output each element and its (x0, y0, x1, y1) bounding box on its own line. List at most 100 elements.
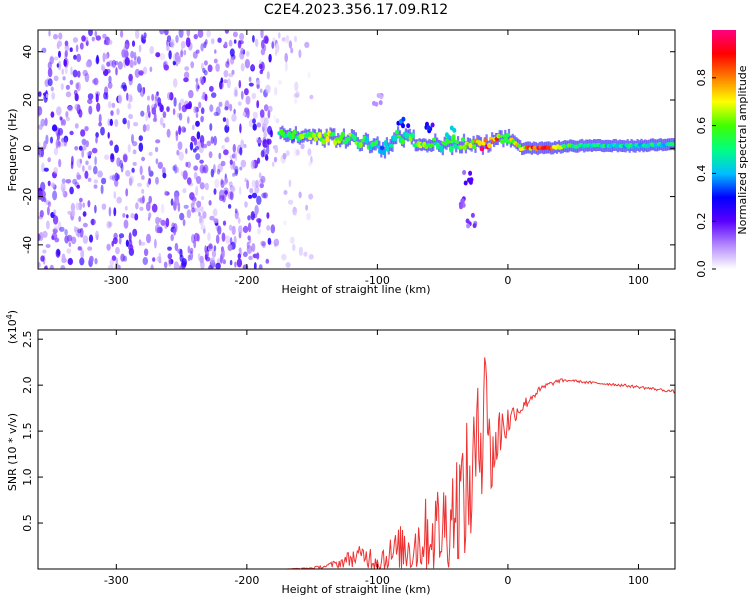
snr-y-tick-label: 0.5 (21, 514, 34, 532)
spectrogram-noise-cell (220, 160, 226, 167)
spectrogram-noise-cell (220, 179, 225, 189)
colorbar-tick-label: 0.4 (695, 165, 708, 183)
spectrogram-noise-cell (202, 211, 207, 219)
spectrogram-noise-cell (74, 146, 79, 151)
spectrogram-noise-cell (183, 127, 186, 133)
spectrogram-noise-cell (290, 47, 294, 54)
spectrogram-noise-cell (182, 188, 187, 194)
spectrogram-noise-cell (198, 211, 201, 217)
spectrogram-noise-cell (66, 248, 72, 254)
spectrogram-noise-cell (112, 174, 115, 181)
spectrogram-noise-cell (213, 188, 217, 195)
spectrogram-noise-cell (95, 136, 98, 144)
spectrogram-noise-cell (139, 196, 145, 204)
spectrogram-noise-cell (47, 201, 52, 208)
spectrogram-noise-cell (138, 70, 144, 76)
spectrogram-noise-cell (79, 42, 84, 50)
spectrogram-track-cell (487, 142, 492, 149)
spectrogram-noise-cell (309, 94, 314, 100)
spectrogram-noise-cell (213, 135, 218, 146)
spectrogram-noise-cell (64, 50, 68, 58)
spectrogram-noise-cell (82, 211, 87, 217)
spectrogram-noise-cell (178, 30, 184, 38)
spectrogram-noise-cell (75, 202, 81, 211)
spectrogram-noise-cell (146, 95, 151, 101)
spectrogram-noise-cell (101, 177, 107, 185)
spectrogram-noise-cell (168, 50, 172, 60)
spectrogram-noise-cell (223, 149, 229, 156)
spectrogram-noise-cell (128, 73, 133, 82)
spectrogram-noise-cell (61, 178, 66, 184)
spectrogram-noise-cell (167, 253, 173, 260)
spectrogram-track-cell (468, 142, 473, 149)
spectrogram-noise-cell (196, 200, 202, 208)
spectrogram-noise-cell (93, 77, 99, 86)
spectrogram-noise-cell (234, 165, 239, 175)
spectrogram-noise-cell (182, 170, 188, 180)
spectrogram-noise-cell (208, 151, 213, 159)
spectrogram-noise-cell (260, 48, 266, 56)
spectrogram-noise-cell (155, 176, 159, 185)
spectrogram-noise-cell (208, 200, 212, 206)
spectrogram-noise-cell (174, 195, 180, 206)
spectrogram-noise-cell (271, 41, 275, 49)
spectrogram-x-tick-label: 0 (504, 274, 511, 287)
spectrogram-track-cell (439, 145, 444, 153)
spectrogram-noise-cell (45, 93, 49, 99)
spectrogram-noise-cell (210, 257, 215, 264)
spectrogram-noise-cell (239, 186, 242, 195)
spectrogram-noise-cell (43, 265, 48, 269)
spectrogram-noise-cell (240, 63, 245, 72)
spectrogram-noise-cell (214, 178, 220, 188)
spectrogram-noise-cell (94, 204, 97, 214)
spectrogram-noise-cell (74, 103, 80, 111)
spectrogram-track-cell (321, 138, 326, 145)
spectrogram-noise-cell (270, 224, 276, 234)
spectrogram-noise-cell (110, 154, 115, 163)
spectrogram-noise-cell (132, 149, 137, 155)
spectrogram-noise-cell (252, 111, 258, 119)
spectrogram-noise-cell (111, 240, 114, 247)
spectrogram-noise-cell (216, 168, 221, 175)
spectrogram-noise-cell (52, 190, 58, 201)
spectrogram-noise-cell (43, 140, 47, 150)
spectrogram-noise-cell (175, 35, 179, 43)
spectrogram-track-cell (376, 145, 381, 149)
spectrogram-noise-cell (174, 242, 179, 252)
spectrogram-noise-cell (303, 251, 308, 257)
spectrogram-noise-cell (249, 187, 254, 194)
spectrogram-noise-cell (222, 117, 227, 122)
spectrogram-noise-cell (226, 117, 229, 128)
spectrogram-noise-cell (223, 70, 229, 78)
spectrogram-noise-cell (201, 196, 205, 201)
spectrogram-noise-cell (45, 244, 51, 248)
snr-series-line (38, 357, 675, 569)
spectrogram-noise-cell (206, 140, 212, 147)
spectrogram-noise-cell (215, 63, 220, 72)
spectrogram-noise-cell (256, 100, 260, 109)
spectrogram-noise-cell (124, 57, 130, 66)
spectrogram-noise-cell (193, 165, 199, 171)
spectrogram-noise-cell (42, 190, 46, 198)
spectrogram-noise-cell (266, 138, 272, 145)
spectrogram-noise-cell (209, 85, 214, 92)
spectrogram-noise-cell (154, 146, 159, 153)
spectrogram-noise-cell (138, 135, 143, 142)
spectrogram-noise-cell (255, 38, 259, 47)
spectrogram-noise-cell (53, 167, 59, 174)
spectrogram-noise-cell (105, 69, 111, 74)
snr-x-tick-label: 0 (504, 574, 511, 587)
spectrogram-noise-cell (233, 235, 237, 245)
spectrogram-noise-cell (123, 43, 129, 50)
spectrogram-noise-cell (79, 197, 83, 203)
spectrogram-noise-cell (47, 206, 50, 216)
snr-y-axis-label: SNR (10 * v/v) (6, 413, 19, 491)
spectrogram-noise-cell (232, 31, 238, 38)
spectrogram-noise-cell (170, 39, 175, 49)
spectrogram-noise-cell (155, 158, 159, 165)
spectrogram-noise-cell (256, 195, 262, 205)
spectrogram-noise-cell (106, 61, 111, 67)
spectrogram-noise-cell (116, 196, 122, 204)
spectrogram-track-cell (488, 136, 494, 140)
spectrogram-noise-cell (120, 162, 124, 173)
